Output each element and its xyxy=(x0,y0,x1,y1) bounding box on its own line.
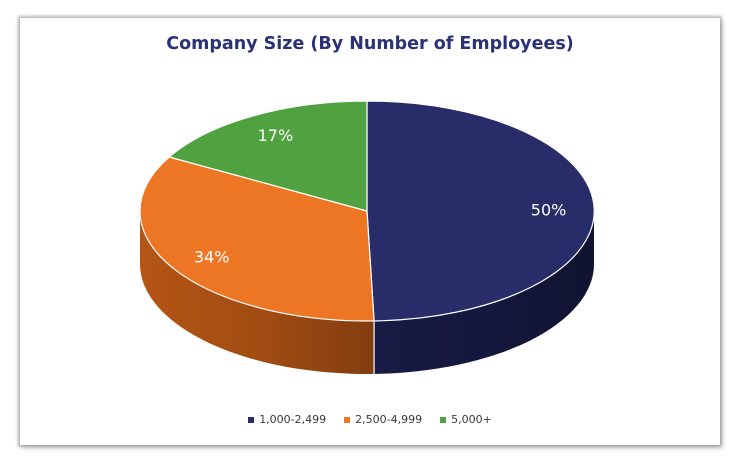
data-label-3: 17% xyxy=(258,126,294,145)
pie-slice-2[interactable] xyxy=(139,156,375,322)
legend-label: 5,000+ xyxy=(451,413,492,426)
pie-slice-3[interactable] xyxy=(168,100,368,212)
legend-item[interactable]: 1,000-2,499 xyxy=(248,413,326,426)
data-label-2: 34% xyxy=(194,248,230,267)
chart-title: Company Size (By Number of Employees) xyxy=(166,34,574,54)
pie-tops xyxy=(139,100,595,322)
legend-item[interactable]: 2,500-4,999 xyxy=(344,413,422,426)
pie-chart: 50% 34% 17% xyxy=(139,100,595,375)
legend-swatch xyxy=(440,416,447,423)
legend-label: 2,500-4,999 xyxy=(355,413,423,426)
pie-labels: 50% 34% 17% xyxy=(194,126,566,267)
legend: 1,000-2,499 2,500-4,999 5,000+ xyxy=(20,413,720,426)
legend-label: 1,000-2,499 xyxy=(259,413,327,426)
pie-side-shade xyxy=(374,211,594,374)
legend-swatch xyxy=(344,416,351,423)
chart-card: Company Size (By Number of Employees) 50… xyxy=(20,18,720,445)
legend-item[interactable]: 5,000+ xyxy=(440,413,492,426)
legend-swatch xyxy=(248,416,255,423)
pie-side-shade xyxy=(140,211,375,375)
pie-sides xyxy=(140,211,594,375)
data-label-1: 50% xyxy=(531,201,567,220)
pie-slice-1[interactable] xyxy=(366,100,595,322)
